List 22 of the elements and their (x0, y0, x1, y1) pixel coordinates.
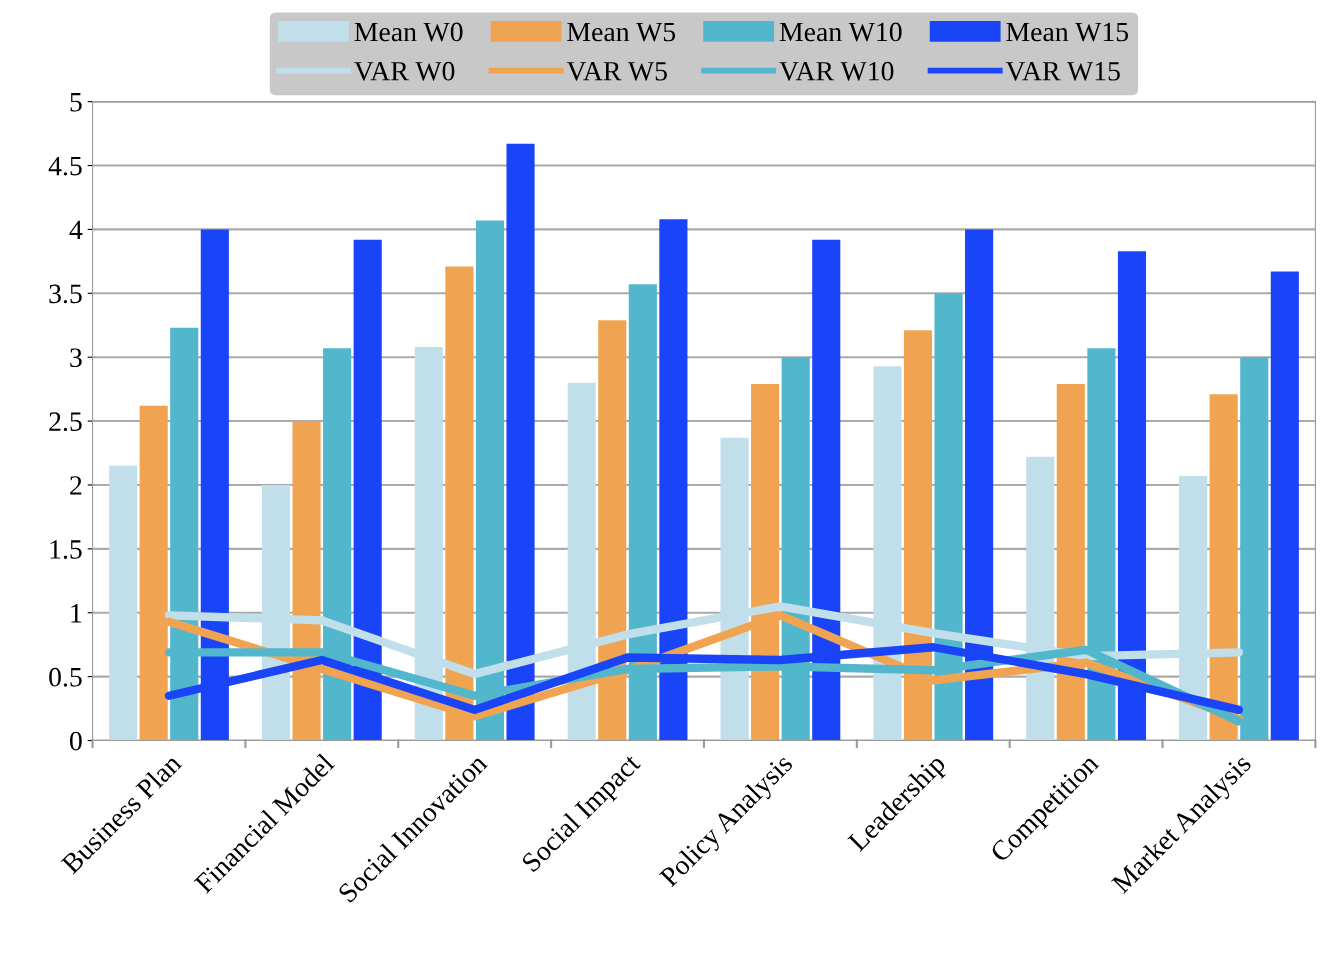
bar (1270, 271, 1299, 741)
y-tick-label: 1.5 (50, 540, 82, 559)
y-tick-label: 4.5 (48, 156, 82, 176)
y-tick-label: 4 (69, 220, 83, 240)
legend-label: Mean W0 (354, 22, 463, 42)
y-tick-label: 3 (70, 348, 82, 368)
bar (1209, 394, 1238, 741)
y-tick-label: 2.5 (49, 412, 82, 432)
legend-label: VAR W15 (1005, 62, 1120, 81)
bar (109, 465, 138, 741)
legend-label: Mean W5 (567, 22, 676, 42)
y-tick-label: 0 (69, 731, 82, 751)
y-tick-label: 0.5 (49, 667, 82, 687)
y-tick-label: 2 (70, 476, 82, 495)
legend-label: Mean W15 (1006, 22, 1129, 42)
legend-label: VAR W5 (566, 62, 667, 81)
legend-label: Mean W10 (779, 22, 902, 42)
y-tick-label: 1 (71, 604, 82, 623)
y-tick-label: 3.5 (49, 284, 82, 304)
legend-label: VAR W10 (779, 61, 894, 81)
legend-label: VAR W0 (354, 61, 455, 81)
y-tick-label: 5 (70, 93, 82, 112)
